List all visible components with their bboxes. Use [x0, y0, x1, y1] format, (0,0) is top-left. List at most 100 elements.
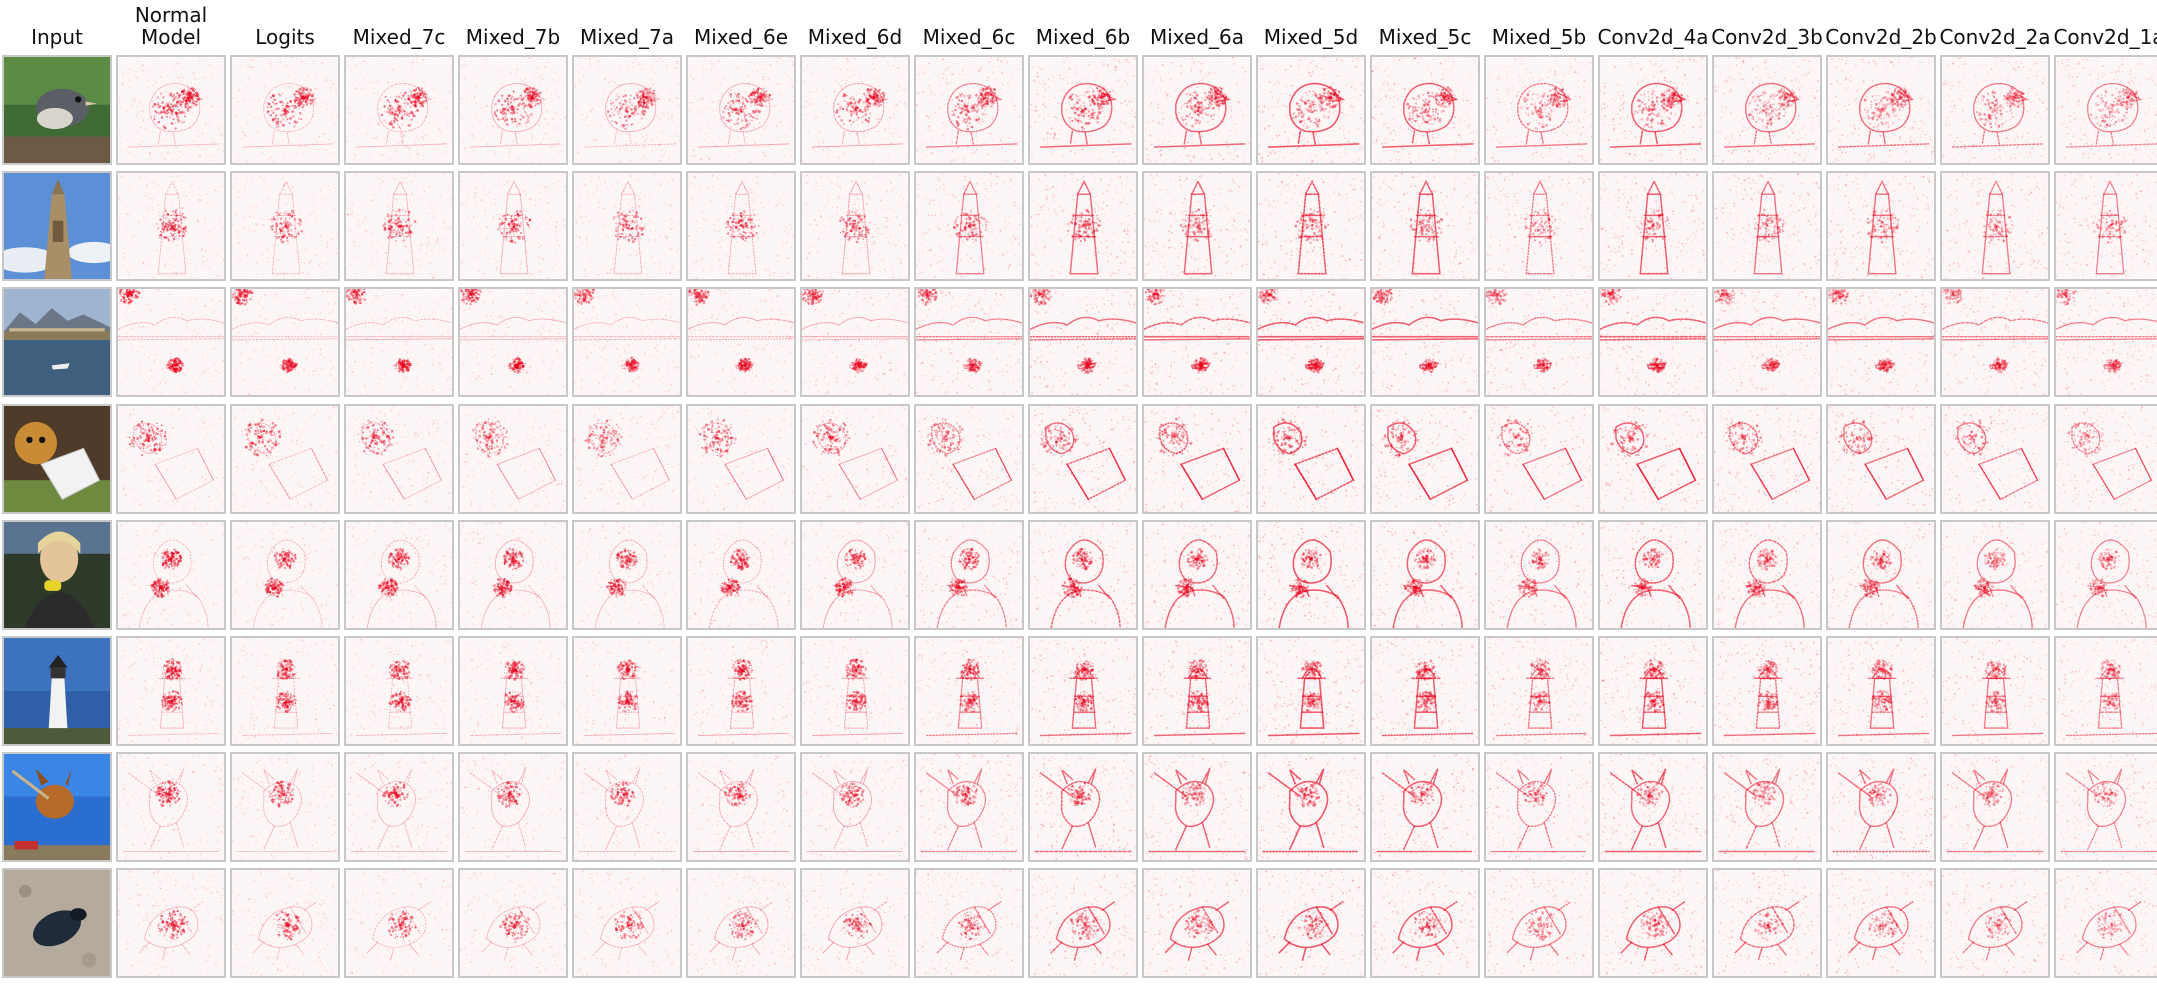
- saliency-heatmap: [688, 870, 794, 976]
- saliency-map-beetle-col-7: [800, 868, 910, 978]
- saliency-heatmap: [118, 406, 224, 512]
- saliency-map-bird-col-9: [1028, 55, 1138, 165]
- saliency-heatmap: [916, 173, 1022, 279]
- saliency-heatmap: [1600, 638, 1706, 744]
- input-image-harbor: [2, 287, 112, 397]
- saliency-map-beetle-col-13: [1484, 868, 1594, 978]
- saliency-heatmap: [1600, 57, 1706, 163]
- saliency-map-lighthouse-col-5: [572, 636, 682, 746]
- saliency-map-lighthouse-col-12: [1370, 636, 1480, 746]
- saliency-map-beetle-col-16: [1826, 868, 1936, 978]
- saliency-heatmap: [346, 870, 452, 976]
- saliency-heatmap: [346, 57, 452, 163]
- column-header-16: Conv2d_2b: [1824, 0, 1938, 52]
- saliency-map-dog-with-bucket-col-18: [2054, 404, 2157, 514]
- saliency-map-dog-with-bucket-col-6: [686, 404, 796, 514]
- saliency-heatmap: [2056, 754, 2157, 860]
- saliency-heatmap: [1030, 173, 1136, 279]
- saliency-heatmap: [118, 173, 224, 279]
- saliency-heatmap: [1600, 173, 1706, 279]
- saliency-heatmap: [1030, 870, 1136, 976]
- saliency-map-woman-eating-corn-col-15: [1712, 520, 1822, 630]
- saliency-heatmap: [1372, 173, 1478, 279]
- saliency-map-lighthouse-col-16: [1826, 636, 1936, 746]
- column-header-12: Mixed_5c: [1368, 0, 1482, 52]
- saliency-map-obelisk-col-14: [1598, 171, 1708, 281]
- input-image-bird: [2, 55, 112, 165]
- saliency-map-obelisk-col-6: [686, 171, 796, 281]
- saliency-heatmap: [1600, 754, 1706, 860]
- saliency-map-woman-eating-corn-col-8: [914, 520, 1024, 630]
- saliency-heatmap: [460, 870, 566, 976]
- saliency-map-lighthouse-col-17: [1940, 636, 2050, 746]
- saliency-heatmap: [1600, 406, 1706, 512]
- saliency-map-lighthouse-col-6: [686, 636, 796, 746]
- saliency-map-obelisk-col-8: [914, 171, 1024, 281]
- saliency-heatmap: [1144, 173, 1250, 279]
- saliency-heatmap: [1144, 870, 1250, 976]
- saliency-heatmap: [1600, 522, 1706, 628]
- saliency-map-jumping-dog-col-18: [2054, 752, 2157, 862]
- saliency-heatmap: [916, 406, 1022, 512]
- saliency-heatmap: [574, 754, 680, 860]
- saliency-heatmap: [346, 289, 452, 395]
- column-header-9: Mixed_6b: [1026, 0, 1140, 52]
- saliency-map-woman-eating-corn-col-2: [230, 520, 340, 630]
- saliency-map-harbor-col-11: [1256, 287, 1366, 397]
- saliency-map-dog-with-bucket-col-9: [1028, 404, 1138, 514]
- column-header-7: Mixed_6d: [798, 0, 912, 52]
- saliency-map-beetle-col-18: [2054, 868, 2157, 978]
- saliency-heatmap: [2056, 638, 2157, 744]
- saliency-map-obelisk-col-7: [800, 171, 910, 281]
- saliency-map-woman-eating-corn-col-16: [1826, 520, 1936, 630]
- saliency-heatmap: [1030, 406, 1136, 512]
- saliency-map-dog-with-bucket-col-10: [1142, 404, 1252, 514]
- saliency-heatmap: [1372, 57, 1478, 163]
- saliency-map-jumping-dog-col-6: [686, 752, 796, 862]
- saliency-map-jumping-dog-col-7: [800, 752, 910, 862]
- saliency-heatmap: [1942, 406, 2048, 512]
- column-header-2: Logits: [228, 0, 342, 52]
- saliency-heatmap: [232, 754, 338, 860]
- saliency-map-dog-with-bucket-col-17: [1940, 404, 2050, 514]
- saliency-heatmap: [1828, 173, 1934, 279]
- saliency-heatmap: [460, 406, 566, 512]
- saliency-heatmap: [1372, 638, 1478, 744]
- saliency-map-harbor-col-10: [1142, 287, 1252, 397]
- saliency-map-bird-col-11: [1256, 55, 1366, 165]
- saliency-heatmap: [574, 173, 680, 279]
- saliency-map-harbor-col-18: [2054, 287, 2157, 397]
- saliency-map-woman-eating-corn-col-18: [2054, 520, 2157, 630]
- saliency-map-jumping-dog-col-17: [1940, 752, 2050, 862]
- saliency-heatmap: [1828, 406, 1934, 512]
- saliency-map-harbor-col-8: [914, 287, 1024, 397]
- saliency-heatmap: [1030, 57, 1136, 163]
- saliency-heatmap: [1258, 406, 1364, 512]
- saliency-heatmap: [1942, 57, 2048, 163]
- saliency-heatmap: [688, 522, 794, 628]
- saliency-map-beetle-col-11: [1256, 868, 1366, 978]
- saliency-heatmap: [1486, 754, 1592, 860]
- column-header-3: Mixed_7c: [342, 0, 456, 52]
- saliency-heatmap: [1942, 754, 2048, 860]
- saliency-heatmap: [1144, 57, 1250, 163]
- saliency-heatmap: [1258, 289, 1364, 395]
- saliency-map-jumping-dog-col-9: [1028, 752, 1138, 862]
- saliency-heatmap: [688, 406, 794, 512]
- saliency-map-woman-eating-corn-col-11: [1256, 520, 1366, 630]
- saliency-map-dog-with-bucket-col-4: [458, 404, 568, 514]
- saliency-map-dog-with-bucket-col-2: [230, 404, 340, 514]
- saliency-heatmap: [232, 173, 338, 279]
- saliency-map-lighthouse-col-18: [2054, 636, 2157, 746]
- column-header-8: Mixed_6c: [912, 0, 1026, 52]
- saliency-map-obelisk-col-17: [1940, 171, 2050, 281]
- saliency-heatmap: [802, 406, 908, 512]
- saliency-map-obelisk-col-12: [1370, 171, 1480, 281]
- saliency-map-lighthouse-col-3: [344, 636, 454, 746]
- saliency-heatmap: [1144, 522, 1250, 628]
- saliency-map-woman-eating-corn-col-7: [800, 520, 910, 630]
- saliency-map-beetle-col-17: [1940, 868, 2050, 978]
- saliency-heatmap: [1942, 289, 2048, 395]
- saliency-heatmap: [1714, 522, 1820, 628]
